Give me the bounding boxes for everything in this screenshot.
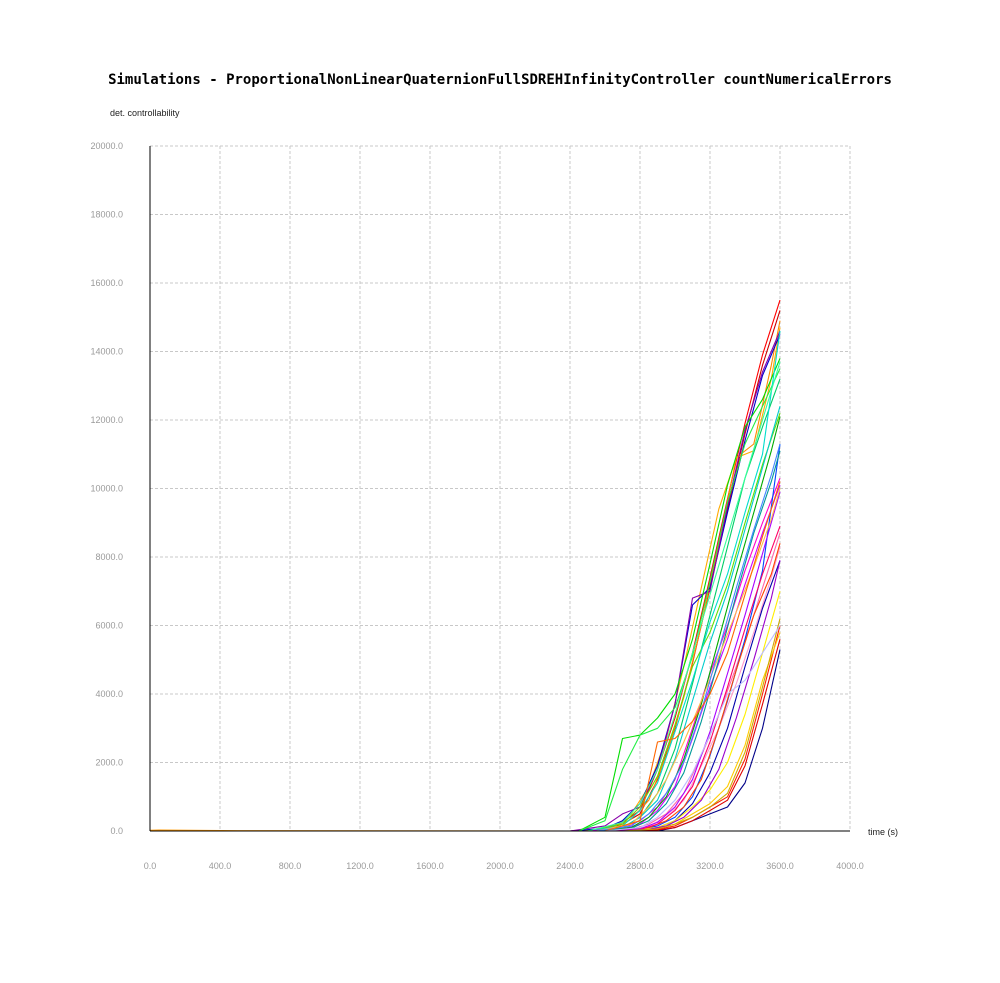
y-tick-label: 4000.0 (95, 689, 123, 699)
series-line-30 (150, 361, 781, 832)
x-tick-label: 2400.0 (556, 861, 584, 871)
x-tick-label: 3600.0 (766, 861, 794, 871)
y-tick-label: 18000.0 (90, 210, 123, 220)
series-line-21 (150, 639, 781, 832)
chart-title: Simulations - ProportionalNonLinearQuate… (108, 72, 892, 88)
y-axis-label: det. controllability (110, 108, 180, 118)
series-line-1 (150, 299, 781, 832)
grid (150, 145, 851, 831)
y-tick-labels: 0.0 2000.0 4000.0 6000.0 8000.0 10000.0 12000.… (90, 141, 123, 836)
series-line-15 (150, 532, 781, 832)
series-line-6 (150, 330, 781, 832)
x-tick-labels: 0.0 400.0 800.0 1200.0 1600.0 2000.0 2400.0 280… (144, 861, 864, 871)
x-tick-label: 4000.0 (836, 861, 864, 871)
x-tick-label: 800.0 (279, 861, 302, 871)
y-tick-label: 10000.0 (90, 484, 123, 494)
series-lines (149, 299, 781, 832)
series-line-13 (150, 477, 781, 832)
x-tick-label: 1200.0 (346, 861, 374, 871)
series-line-8 (150, 368, 781, 832)
y-tick-label: 2000.0 (95, 758, 123, 768)
x-tick-label: 0.0 (144, 861, 157, 871)
series-line-32 (150, 443, 781, 832)
series-line-25 (150, 416, 781, 832)
series-line-34 (150, 481, 781, 832)
x-tick-label: 1600.0 (416, 861, 444, 871)
x-tick-label: 2800.0 (626, 861, 654, 871)
series-line-35 (150, 625, 781, 832)
x-tick-label: 400.0 (209, 861, 232, 871)
y-tick-label: 6000.0 (95, 621, 123, 631)
series-line-9 (150, 378, 781, 832)
x-axis-label: time (s) (868, 827, 898, 837)
y-tick-label: 12000.0 (90, 415, 123, 425)
y-tick-label: 20000.0 (90, 141, 123, 151)
y-tick-label: 0.0 (110, 826, 123, 836)
y-tick-label: 8000.0 (95, 552, 123, 562)
series-line-10 (150, 413, 781, 832)
y-tick-label: 16000.0 (90, 278, 123, 288)
series-line-33 (150, 618, 781, 832)
series-line-7 (150, 358, 781, 832)
x-tick-label: 3200.0 (696, 861, 724, 871)
y-tick-label: 14000.0 (90, 347, 123, 357)
x-tick-label: 2000.0 (486, 861, 514, 871)
